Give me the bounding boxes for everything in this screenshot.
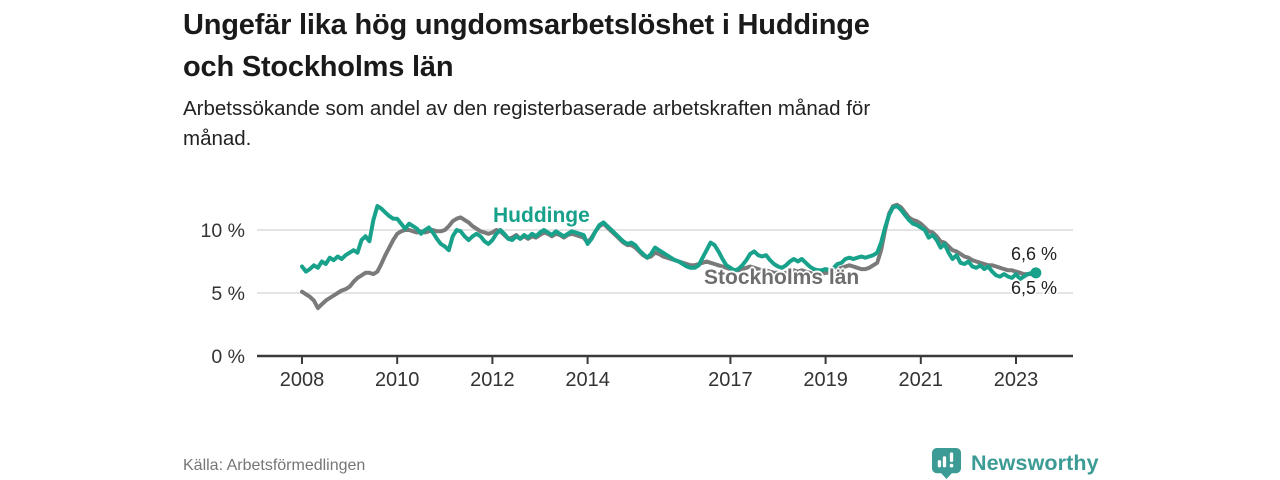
newsworthy-badge-icon: [931, 447, 962, 479]
newsworthy-logo: Newsworthy: [931, 446, 1099, 480]
chart-subtitle: Arbetssökande som andel av den registerb…: [183, 94, 1043, 154]
title-line-2: och Stockholms län: [183, 51, 454, 83]
page-title: Ungefär lika hög ungdomsarbetslöshet i H…: [183, 4, 1083, 88]
x-axis-tick-label: 2017: [708, 369, 753, 391]
series-line-huddinge: [300, 204, 1034, 282]
series-end-dot: [1030, 267, 1042, 279]
y-axis-tick-label: 5 %: [211, 283, 245, 305]
title-line-1: Ungefär lika hög ungdomsarbetslöshet i H…: [183, 9, 870, 41]
subtitle-line-2: månad.: [183, 127, 252, 150]
x-axis-tick-label: 2014: [565, 369, 610, 391]
x-axis-tick-label: 2021: [899, 369, 944, 391]
end-value-huddinge: 6,6 %: [1011, 244, 1058, 264]
source-note: Källa: Arbetsförmedlingen: [183, 457, 366, 474]
end-value-stockholms-lan: 6,5 %: [1011, 278, 1058, 298]
y-axis-tick-label: 0 %: [211, 346, 245, 368]
x-axis-tick-label: 2010: [375, 369, 420, 391]
x-axis-tick-label: 2023: [994, 369, 1039, 391]
y-axis-tick-label: 10 %: [201, 220, 245, 242]
x-axis-tick-label: 2008: [280, 369, 325, 391]
x-axis-tick-label: 2019: [803, 369, 848, 391]
series-label-stockholms-lan: Stockholms län: [704, 266, 860, 289]
newsworthy-wordmark: Newsworthy: [971, 450, 1099, 475]
x-axis-tick-label: 2012: [470, 369, 515, 391]
series-label-huddinge: Huddinge: [493, 204, 590, 227]
subtitle-line-1: Arbetssökande som andel av den registerb…: [183, 97, 871, 120]
